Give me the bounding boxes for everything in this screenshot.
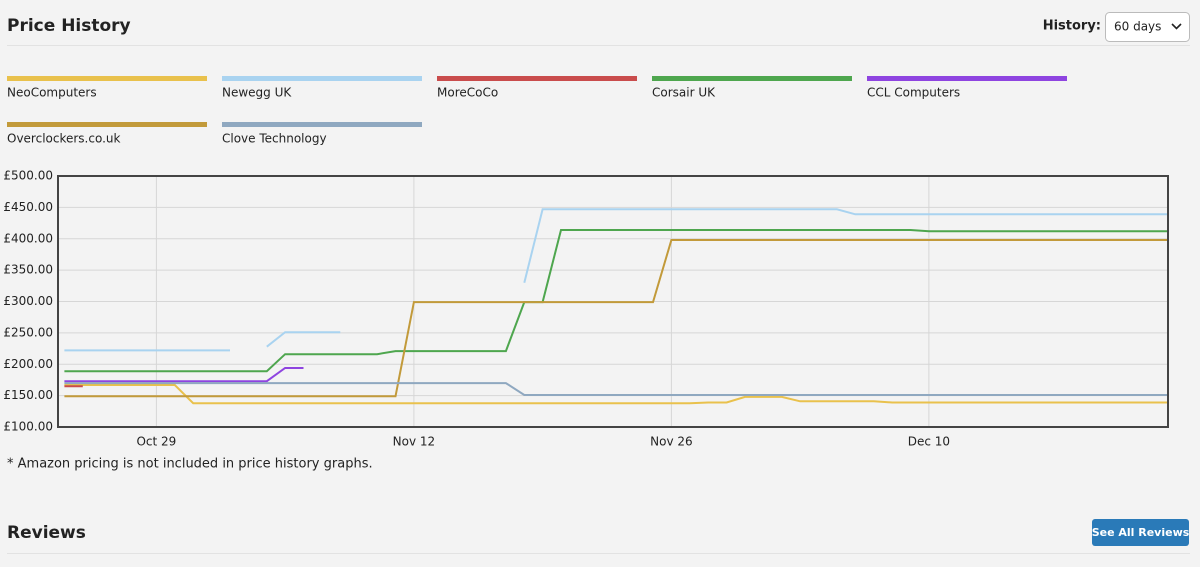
plot-border (57, 175, 1169, 428)
y-tick-label: £450.00 (3, 200, 53, 214)
legend-swatch (437, 76, 637, 81)
select-box[interactable] (1105, 12, 1190, 42)
legend-label: Newegg UK (222, 86, 292, 100)
legend-label: Overclockers.co.uk (7, 132, 121, 146)
legend-label: MoreCoCo (437, 86, 498, 100)
x-tick-label: Nov 26 (650, 435, 693, 449)
x-tick-label: Oct 29 (136, 435, 176, 449)
y-tick-label: £350.00 (3, 263, 53, 277)
y-tick-label: £250.00 (3, 325, 53, 339)
price-line (64, 239, 1168, 398)
legend-swatch (652, 76, 852, 81)
select-value[interactable]: 60 days (1114, 20, 1161, 34)
y-tick-label: £500.00 (3, 169, 53, 183)
price-line (64, 382, 1168, 396)
button-label[interactable]: See All Reviews (1092, 526, 1190, 539)
see-all-reviews-button[interactable]: See All Reviews (1092, 519, 1190, 546)
x-tick-label: Nov 12 (393, 435, 436, 449)
chevron (1171, 23, 1182, 30)
legend-swatch (222, 122, 422, 127)
footnote: * Amazon pricing is not included in pric… (7, 457, 373, 472)
legend-swatch (222, 76, 422, 81)
reviews-title: Reviews (7, 523, 86, 543)
history-select[interactable]: 60 days (1105, 12, 1190, 42)
price-line (64, 229, 1168, 373)
y-tick-label: £150.00 (3, 388, 53, 402)
x-tick-label: Dec 10 (908, 435, 950, 449)
y-tick-label: £200.00 (3, 357, 53, 371)
legend-label: Clove Technology (222, 132, 327, 146)
legend-swatch (7, 76, 207, 81)
legend: NeoComputers Newegg UK MoreCoCo Corsair UK C… (7, 76, 1067, 146)
section-title: Price History (7, 16, 131, 36)
series-lines (64, 208, 1168, 405)
price-line (64, 384, 1168, 405)
legend-label: CCL Computers (867, 86, 960, 100)
button-bg[interactable] (1092, 519, 1189, 546)
legend-swatch (7, 122, 207, 127)
legend-label: NeoComputers (7, 86, 97, 100)
y-tick-label: £300.00 (3, 294, 53, 308)
legend-label: Corsair UK (652, 86, 716, 100)
y-tick-label: £400.00 (3, 231, 53, 245)
price-line (64, 208, 1168, 352)
legend-swatch (867, 76, 1067, 81)
y-tick-label: £100.00 (3, 420, 53, 434)
history-label: History: (1043, 19, 1101, 34)
price-line (64, 367, 304, 383)
